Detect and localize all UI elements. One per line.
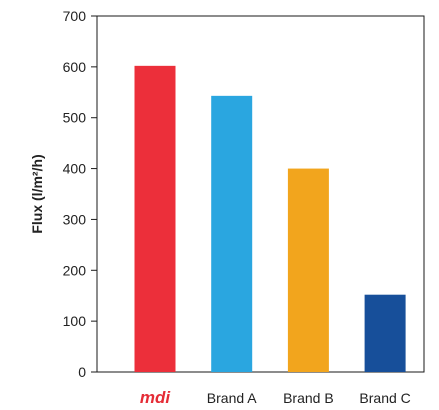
bar-mdi <box>134 65 176 372</box>
y-tick-label: 100 <box>63 313 87 329</box>
y-tick-label: 200 <box>63 262 87 278</box>
y-tick-label: 400 <box>63 161 87 177</box>
bar-brand-c <box>364 294 406 372</box>
x-axis-labels: mdi Brand A Brand B Brand C <box>140 388 411 407</box>
x-category-label: Brand B <box>283 390 334 406</box>
plot-frame <box>96 15 425 373</box>
y-tick-label: 500 <box>63 110 87 126</box>
bar-series <box>134 65 406 373</box>
mdi-logo: mdi <box>140 388 172 407</box>
y-tick-label: 0 <box>78 364 86 380</box>
y-tick-label: 700 <box>63 8 87 24</box>
y-axis-title: Flux (l/m²/h) <box>29 154 45 233</box>
y-tick-label: 600 <box>63 59 87 75</box>
bar-brand-a <box>211 95 253 373</box>
bar-brand-b <box>287 168 329 372</box>
y-tick-label: 300 <box>63 211 87 227</box>
x-category-label: Brand C <box>359 390 410 406</box>
plot-area <box>96 15 425 373</box>
y-axis-ticks: 0 100 200 300 400 500 600 700 <box>63 8 97 380</box>
x-category-label: Brand A <box>207 390 257 406</box>
